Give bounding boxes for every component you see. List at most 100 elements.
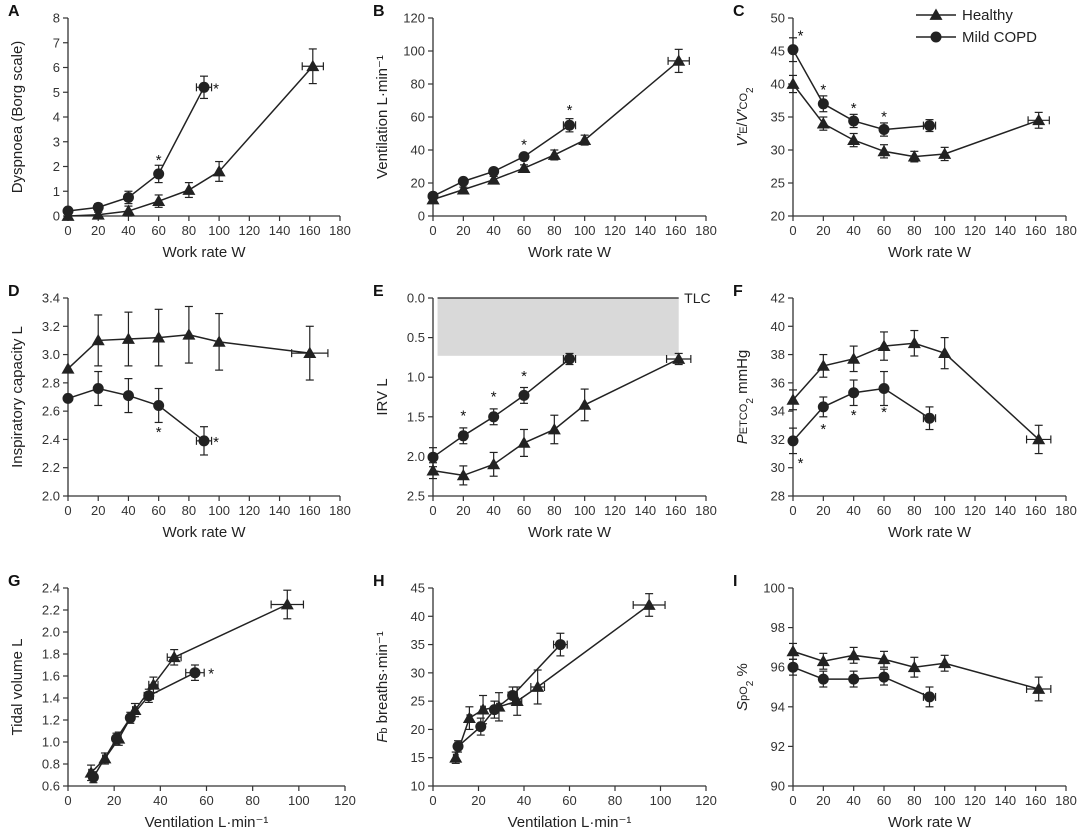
data-point (167, 650, 181, 663)
data-point (449, 751, 463, 763)
x-tick-label: 120 (334, 793, 356, 808)
x-tick-label: 80 (608, 793, 622, 808)
x-tick-label: 140 (269, 503, 291, 518)
y-tick-label: 3.0 (42, 347, 60, 362)
y-axis-title: Inspiratory capacity L (9, 326, 26, 468)
data-point (848, 115, 860, 127)
x-tick-label: 20 (91, 503, 105, 518)
x-tick-label: 180 (1055, 793, 1077, 808)
panel-a: A 0 20 40 60 80 100 120 140 160 180 0 1 2 3 4 5 6 7 8 Work r… (8, 3, 351, 261)
significance-star: * (851, 407, 857, 424)
data-point (547, 148, 561, 160)
y-tick-label: 2.0 (42, 489, 60, 504)
y-tick-label: 38 (771, 347, 785, 362)
series-healthy (426, 48, 690, 205)
series-line (67, 387, 205, 442)
data-point (488, 704, 500, 716)
y-tick-label: 20 (771, 209, 785, 224)
data-point (182, 183, 196, 195)
x-tick-label: 140 (269, 223, 291, 238)
y-tick-label: 10 (411, 779, 425, 794)
legend: Healthy Mild COPD (916, 7, 1037, 46)
data-point (121, 204, 135, 216)
y-tick-label: 0.6 (42, 779, 60, 794)
y-tick-label: 92 (771, 739, 785, 754)
y-tick-label: 100 (763, 581, 785, 596)
y-tick-label: 2.0 (407, 449, 425, 464)
x-tick-label: 100 (208, 503, 230, 518)
y-tick-label: 35 (411, 637, 425, 652)
data-point (924, 691, 935, 703)
x-tick-label: 180 (695, 223, 717, 238)
data-point (124, 712, 136, 724)
y-tick-label: 30 (771, 460, 785, 475)
data-point (547, 422, 561, 435)
x-tick-label: 20 (91, 223, 105, 238)
x-tick-label: 100 (934, 223, 956, 238)
panel-letter: F (733, 283, 743, 300)
data-point (787, 435, 799, 447)
series-healthy (426, 352, 692, 486)
data-point (554, 639, 566, 651)
legend-label-copd: Mild COPD (962, 29, 1037, 46)
y-axis-title: SpO2 % (734, 663, 756, 711)
series-mild-copd (87, 664, 205, 784)
data-point (487, 457, 501, 470)
y-tick-label: 6 (53, 60, 60, 75)
data-point (787, 44, 799, 56)
x-tick-label: 120 (964, 503, 986, 518)
y-tick-label: 7 (53, 35, 60, 50)
y-tick-label: 4 (53, 110, 60, 125)
data-point (878, 671, 890, 683)
data-point (938, 147, 952, 159)
panel-letter: E (373, 283, 384, 300)
y-tick-label: 15 (411, 750, 425, 765)
significance-star: * (460, 407, 466, 424)
data-point (475, 721, 487, 733)
y-tick-label: 0.0 (407, 291, 425, 306)
significance-star: * (521, 136, 527, 153)
series-healthy (786, 642, 1052, 702)
y-tick-label: 20 (411, 722, 425, 737)
y-tick-label: 1.5 (407, 409, 425, 424)
x-tick-label: 60 (562, 793, 576, 808)
data-point (427, 190, 439, 202)
data-point (456, 183, 470, 195)
data-point (91, 208, 105, 220)
x-tick-label: 40 (517, 793, 531, 808)
data-point (847, 648, 861, 661)
x-axis-title: Work rate W (162, 524, 246, 541)
x-tick-label: 0 (64, 503, 71, 518)
significance-star: * (213, 434, 219, 451)
panel-g: G 0 20 40 60 80 100 120 0.6 0.8 1.0 1.2 1.4 1.6 1.8 2.0… (8, 573, 356, 831)
x-tick-label: 20 (816, 793, 830, 808)
x-tick-label: 180 (329, 223, 351, 238)
x-tick-label: 160 (665, 503, 687, 518)
x-tick-label: 120 (695, 793, 717, 808)
y-axis-title: Dyspnoea (Borg scale) (9, 41, 26, 194)
data-point (564, 353, 575, 365)
x-tick-label: 60 (517, 223, 531, 238)
data-point (672, 352, 686, 364)
data-point (110, 733, 122, 745)
significance-star: * (156, 152, 162, 169)
data-point (121, 332, 135, 344)
x-tick-label: 100 (208, 223, 230, 238)
data-point (672, 54, 686, 66)
data-point (62, 205, 74, 217)
y-tick-label: 2 (53, 159, 60, 174)
x-tick-label: 0 (64, 793, 71, 808)
x-tick-label: 60 (151, 503, 165, 518)
y-tick-label: 25 (771, 176, 785, 191)
significance-star: * (798, 28, 804, 45)
y-tick-label: 1.4 (42, 691, 60, 706)
data-point (578, 398, 592, 410)
legend-marker-copd (930, 31, 942, 43)
data-point (847, 352, 861, 364)
data-point (642, 598, 656, 610)
y-tick-label: 5 (53, 85, 60, 100)
y-tick-label: 28 (771, 489, 785, 504)
significance-star: * (491, 388, 497, 405)
y-tick-label: 50 (771, 11, 785, 26)
